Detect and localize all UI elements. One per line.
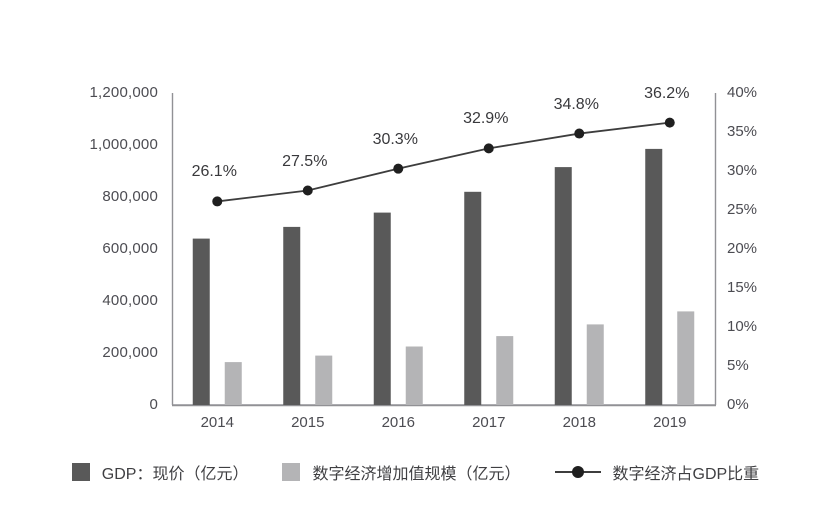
gdp-share-value-label-2019: 36.2% [644, 84, 690, 102]
bar-digital-economy-2018 [586, 324, 604, 405]
gdp-share-value-label-2018: 34.8% [553, 95, 599, 113]
y-right-tick-label: 40% [727, 84, 758, 101]
digital-economy-bar-swatch-icon [282, 463, 301, 481]
x-axis-label-2014: 2014 [200, 414, 234, 431]
y-right-tick-label: 30% [727, 162, 758, 179]
x-axis-label-2017: 2017 [472, 414, 506, 431]
x-axis-label-2018: 2018 [562, 414, 596, 431]
bar-gdp-2018 [554, 167, 572, 405]
bar-digital-economy-2015 [315, 355, 333, 405]
y-right-tick-label: 15% [727, 279, 758, 296]
y-right-tick-label: 10% [727, 318, 758, 335]
y-left-tick-label: 0 [149, 396, 158, 413]
gdp-share-line [217, 121, 670, 203]
legend-item-gdp: GDP：现价（亿元） [71, 460, 249, 484]
legend-label-gdp-share: 数字经济占GDP比重 [612, 466, 760, 483]
y-right-tick-label: 5% [727, 357, 749, 374]
line-marker-icon [554, 466, 601, 478]
legend-item-gdp-share: 数字经济占GDP比重 [554, 460, 760, 484]
gdp-share-value-label-2015: 27.5% [282, 152, 328, 170]
y-left-tick-label: 200,000 [102, 344, 158, 361]
bars-layer [192, 148, 695, 405]
gdp-share-point-2015 [302, 185, 313, 196]
y-left-tick-label: 800,000 [102, 188, 158, 205]
gdp-share-value-label-2017: 32.9% [463, 110, 509, 128]
gdp-share-point-2018 [574, 128, 585, 139]
gdp-share-point-2014 [212, 196, 223, 207]
x-axis-label-2016: 2016 [381, 414, 415, 431]
y-right-tick-label: 20% [727, 240, 758, 257]
legend-label-gdp: GDP：现价（亿元） [101, 466, 249, 483]
legend-item-digital-economy: 数字经济增加值规模（亿元） [282, 460, 521, 484]
x-axis-label-2015: 2015 [291, 414, 325, 431]
line-layer [212, 117, 675, 207]
y-right-tick-label: 25% [727, 201, 758, 218]
y-right-tick-label: 35% [727, 123, 758, 140]
bar-gdp-2019 [645, 148, 663, 405]
bar-gdp-2017 [464, 191, 482, 405]
bar-gdp-2015 [283, 226, 301, 405]
legend-label-digital-economy: 数字经济增加值规模（亿元） [312, 466, 521, 483]
bar-digital-economy-2014 [224, 362, 242, 405]
y-left-tick-label: 1,200,000 [89, 84, 158, 101]
bar-gdp-2014 [192, 238, 210, 405]
axis-lines [171, 93, 717, 407]
bar-digital-economy-2019 [677, 311, 695, 405]
gdp-share-point-2019 [664, 117, 675, 128]
y-right-tick-label: 0% [727, 396, 749, 413]
bar-gdp-2016 [373, 212, 391, 405]
legend: GDP：现价（亿元） 数字经济增加值规模（亿元） 数字经济占GDP比重 [0, 453, 831, 491]
gdp-bar-swatch-icon [71, 463, 90, 481]
y-left-tick-label: 600,000 [102, 240, 158, 257]
line-dot [571, 466, 584, 478]
x-axis-label-2019: 2019 [653, 414, 687, 431]
gdp-share-point-2016 [393, 163, 404, 174]
y-left-tick-label: 1,000,000 [89, 136, 158, 153]
bar-digital-economy-2017 [496, 336, 514, 405]
y-left-tick-label: 400,000 [102, 292, 158, 309]
gdp-share-value-label-2014: 26.1% [191, 163, 237, 181]
gdp-share-value-label-2016: 30.3% [372, 130, 418, 148]
gdp-share-point-2017 [483, 143, 494, 154]
bar-digital-economy-2016 [405, 346, 423, 405]
